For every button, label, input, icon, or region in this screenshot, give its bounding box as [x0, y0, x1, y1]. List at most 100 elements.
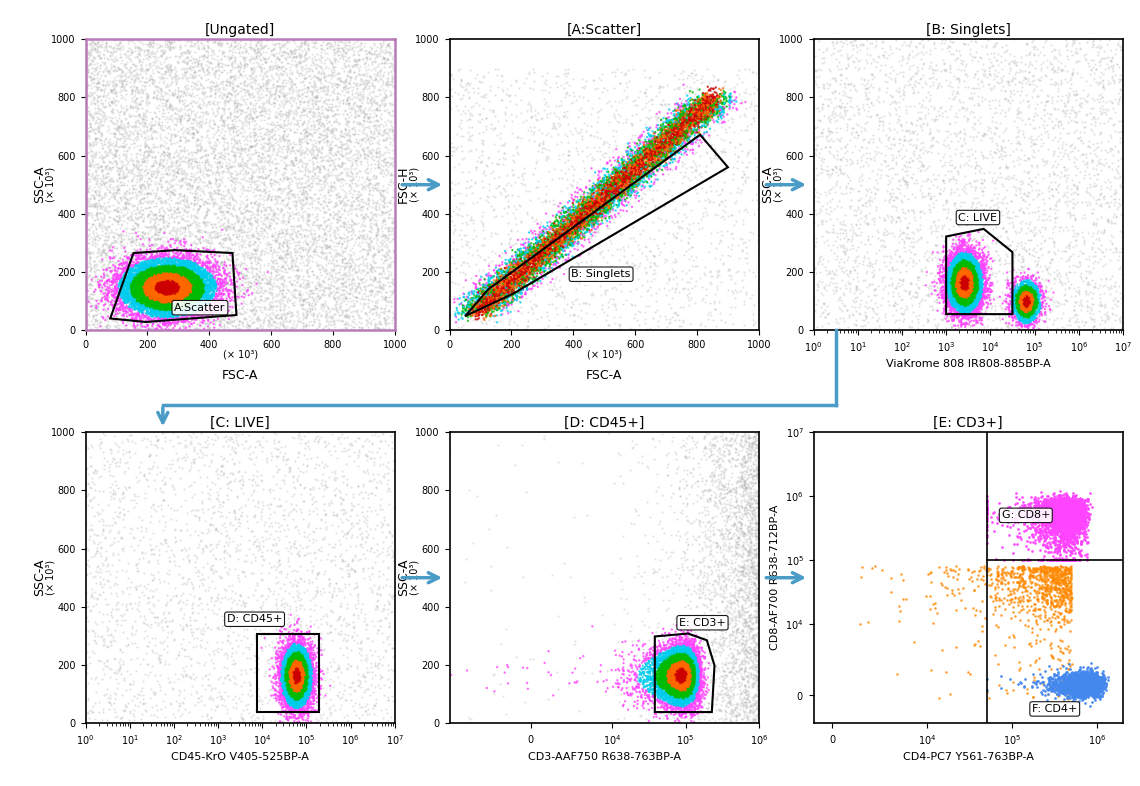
Point — [641, 167, 659, 180]
Point — [288, 88, 307, 101]
Point — [196, 279, 214, 292]
Point — [172, 277, 190, 289]
Point — [1015, 295, 1033, 307]
Point — [671, 678, 690, 691]
Point — [125, 237, 144, 250]
Point — [163, 76, 181, 89]
Point — [135, 652, 153, 665]
Point — [658, 689, 676, 701]
Point — [571, 219, 589, 231]
Point — [969, 261, 987, 274]
Point — [970, 163, 988, 176]
Point — [163, 254, 181, 266]
Point — [671, 664, 690, 677]
Point — [286, 668, 304, 681]
Point — [272, 661, 291, 674]
Point — [960, 285, 978, 298]
Point — [1013, 279, 1032, 292]
Point — [1102, 72, 1121, 84]
Point — [678, 669, 697, 681]
Point — [958, 237, 976, 249]
Point — [467, 310, 486, 322]
Point — [172, 269, 190, 281]
Point — [327, 240, 345, 252]
Point — [968, 276, 986, 288]
Point — [920, 289, 938, 302]
Point — [158, 280, 177, 292]
Point — [1020, 300, 1039, 313]
Point — [316, 47, 334, 60]
Point — [613, 174, 632, 186]
Point — [683, 667, 701, 679]
Point — [666, 112, 684, 125]
Point — [500, 279, 519, 292]
Point — [355, 210, 373, 222]
Point — [708, 431, 726, 443]
Point — [654, 583, 673, 596]
Point — [324, 108, 342, 121]
Point — [611, 179, 629, 192]
Point — [646, 626, 665, 639]
Point — [286, 668, 304, 681]
Point — [677, 652, 695, 665]
Point — [106, 87, 124, 100]
Point — [964, 211, 983, 223]
Point — [238, 265, 256, 277]
Point — [666, 446, 684, 458]
Point — [1067, 238, 1085, 251]
Point — [158, 275, 177, 288]
Point — [652, 684, 670, 696]
Point — [679, 671, 698, 684]
Point — [1013, 590, 1032, 602]
Point — [194, 308, 212, 321]
Point — [1082, 682, 1100, 695]
Point — [181, 281, 199, 293]
Point — [150, 296, 169, 308]
Point — [130, 262, 148, 274]
Point — [948, 261, 967, 274]
Point — [676, 130, 694, 142]
Point — [1072, 674, 1090, 686]
Point — [286, 655, 304, 667]
Point — [221, 262, 239, 274]
Point — [112, 257, 130, 270]
Point — [312, 246, 331, 259]
Point — [341, 688, 359, 700]
Point — [1073, 668, 1091, 681]
Point — [858, 152, 877, 165]
Point — [301, 673, 319, 685]
Point — [954, 285, 972, 297]
Point — [150, 684, 169, 696]
Point — [261, 498, 279, 510]
Point — [845, 56, 863, 68]
Point — [665, 266, 683, 278]
Point — [286, 696, 304, 709]
Point — [1047, 501, 1065, 514]
Point — [1035, 288, 1053, 300]
Point — [958, 257, 976, 270]
Point — [674, 688, 692, 700]
Point — [152, 280, 170, 292]
Point — [367, 300, 385, 313]
Point — [650, 682, 668, 695]
Point — [674, 670, 692, 683]
Point — [190, 296, 209, 308]
Point — [293, 688, 311, 700]
Point — [637, 241, 656, 254]
Point — [361, 315, 380, 328]
Point — [667, 116, 685, 128]
Point — [662, 215, 681, 228]
Point — [169, 301, 187, 314]
Point — [176, 280, 194, 292]
Point — [197, 264, 215, 277]
Point — [291, 667, 309, 679]
Point — [522, 244, 540, 257]
Point — [368, 297, 386, 310]
Point — [1068, 505, 1086, 518]
Point — [1040, 526, 1058, 538]
Point — [679, 659, 698, 672]
Point — [290, 692, 308, 705]
Point — [150, 245, 169, 258]
Point — [668, 678, 686, 691]
Point — [1021, 568, 1040, 581]
